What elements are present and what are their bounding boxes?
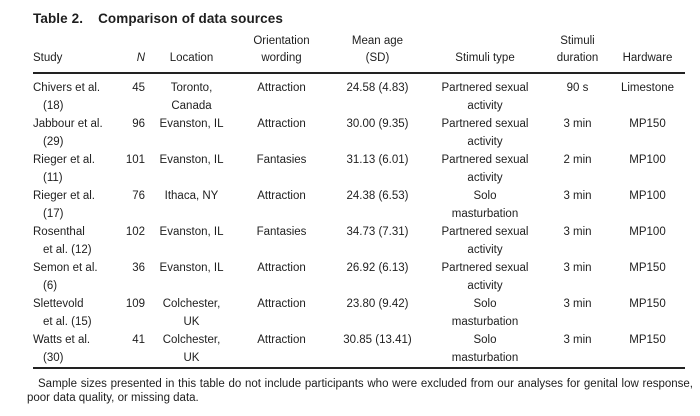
column-header-hardware: Hardware (622, 52, 673, 64)
cell-mean_age: 31.13 (6.01) (346, 154, 409, 166)
cell-study: Chivers et al. (18) (33, 82, 101, 112)
cell-stimuli_duration: 3 min (563, 226, 592, 238)
cell-hardware: Limestone (620, 82, 675, 94)
cell-n: 76 (132, 190, 145, 202)
cell-stimuli_type: Partnered sexual activity (441, 82, 529, 112)
cell-mean_age: 34.73 (7.31) (346, 226, 409, 238)
cell-study: Jabbour et al. (29) (33, 118, 103, 148)
table-row: Jabbour et al. (29) 96 Evanston, IL Attract… (33, 115, 685, 151)
cell-location: Colchester, UK (162, 298, 221, 328)
cell-stimuli_duration: 2 min (563, 154, 592, 166)
cell-n: 36 (132, 262, 145, 274)
cell-mean_age: 23.80 (9.42) (346, 298, 409, 310)
cell-location: Evanston, IL (159, 118, 224, 130)
cell-hardware: MP150 (629, 118, 666, 130)
cell-study: Rieger et al. (11) (33, 154, 96, 184)
column-header-location: Location (169, 52, 214, 64)
cell-stimuli_type: Solo masturbation (451, 298, 519, 328)
header-row: Study N Location Orientation wording Mean ag… (33, 33, 685, 73)
cell-stimuli_type: Partnered sexual activity (441, 118, 529, 148)
cell-orientation: Attraction (257, 82, 306, 94)
table-row: Chivers et al. (18) 45 Toronto, Canada Attr… (33, 73, 685, 115)
table-row: Rosenthal et al. (12) 102 Evanston, IL Fant… (33, 223, 685, 259)
cell-location: Colchester, UK (162, 334, 221, 364)
cell-orientation: Fantasies (256, 154, 307, 166)
cell-hardware: MP100 (629, 226, 666, 238)
cell-mean_age: 24.38 (6.53) (346, 190, 409, 202)
table-header: Study N Location Orientation wording Mean ag… (33, 33, 685, 73)
cell-stimuli_duration: 3 min (563, 334, 592, 346)
cell-stimuli_type: Solo masturbation (451, 334, 519, 364)
cell-n: 96 (132, 118, 145, 130)
column-header-stimuli_type: Stimuli type (455, 52, 515, 64)
cell-stimuli_type: Partnered sexual activity (441, 226, 529, 256)
data-table: Study N Location Orientation wording Mean ag… (33, 33, 685, 369)
table-row: Rieger et al. (17) 76 Ithaca, NY Attraction… (33, 187, 685, 223)
cell-location: Evanston, IL (159, 154, 224, 166)
cell-n: 109 (125, 298, 145, 310)
cell-study: Rosenthal et al. (12) (33, 226, 92, 256)
table-title-text: Comparison of data sources (98, 11, 283, 26)
table-body: Chivers et al. (18) 45 Toronto, Canada Attr… (33, 73, 685, 368)
cell-hardware: MP100 (629, 190, 666, 202)
cell-hardware: MP150 (629, 262, 666, 274)
cell-orientation: Attraction (257, 262, 306, 274)
cell-location: Evanston, IL (159, 226, 224, 238)
table-title: Table 2. Comparison of data sources (33, 11, 700, 26)
cell-stimuli_type: Partnered sexual activity (441, 262, 529, 292)
cell-study: Semon et al. (6) (33, 262, 98, 292)
cell-hardware: MP150 (629, 334, 666, 346)
cell-study: Slettevold et al. (15) (33, 298, 92, 328)
column-header-stimuli_duration: Stimuli duration (556, 35, 599, 64)
column-header-mean_age: Mean age (SD) (351, 35, 404, 64)
cell-n: 102 (125, 226, 145, 238)
cell-location: Ithaca, NY (164, 190, 219, 202)
table-row: Rieger et al. (11) 101 Evanston, IL Fantasi… (33, 151, 685, 187)
table-row: Watts et al. (30) 41 Colchester, UK Attract… (33, 331, 685, 368)
paper-page: Table 2. Comparison of data sources Study… (27, 11, 700, 404)
table-row: Semon et al. (6) 36 Evanston, IL Attraction… (33, 259, 685, 295)
cell-stimuli_duration: 3 min (563, 190, 592, 202)
cell-stimuli_type: Partnered sexual activity (441, 154, 529, 184)
column-header-orientation: Orientation wording (253, 35, 310, 64)
cell-location: Evanston, IL (159, 262, 224, 274)
cell-study: Watts et al. (30) (33, 334, 91, 364)
cell-hardware: MP150 (629, 298, 666, 310)
cell-n: 101 (125, 154, 145, 166)
cell-orientation: Attraction (257, 298, 306, 310)
cell-n: 41 (132, 334, 145, 346)
cell-stimuli_duration: 3 min (563, 118, 592, 130)
cell-stimuli_duration: 3 min (563, 298, 592, 310)
cell-hardware: MP100 (629, 154, 666, 166)
cell-location: Toronto, Canada (170, 82, 213, 112)
cell-orientation: Attraction (257, 118, 306, 130)
cell-mean_age: 24.58 (4.83) (346, 82, 409, 94)
table-footnote: Sample sizes presented in this table do … (27, 378, 693, 404)
column-header-n: N (136, 52, 145, 64)
cell-orientation: Attraction (257, 334, 306, 346)
cell-mean_age: 30.85 (13.41) (343, 334, 412, 346)
table-row: Slettevold et al. (15) 109 Colchester, UK A… (33, 295, 685, 331)
cell-mean_age: 26.92 (6.13) (346, 262, 409, 274)
cell-orientation: Attraction (257, 190, 306, 202)
cell-stimuli_duration: 3 min (563, 262, 592, 274)
column-header-study: Study (33, 52, 63, 64)
cell-stimuli_type: Solo masturbation (451, 190, 519, 220)
cell-mean_age: 30.00 (9.35) (346, 118, 409, 130)
cell-stimuli_duration: 90 s (566, 82, 589, 94)
cell-n: 45 (132, 82, 145, 94)
table-number-label: Table 2. (33, 11, 84, 26)
cell-orientation: Fantasies (256, 226, 307, 238)
cell-study: Rieger et al. (17) (33, 190, 96, 220)
